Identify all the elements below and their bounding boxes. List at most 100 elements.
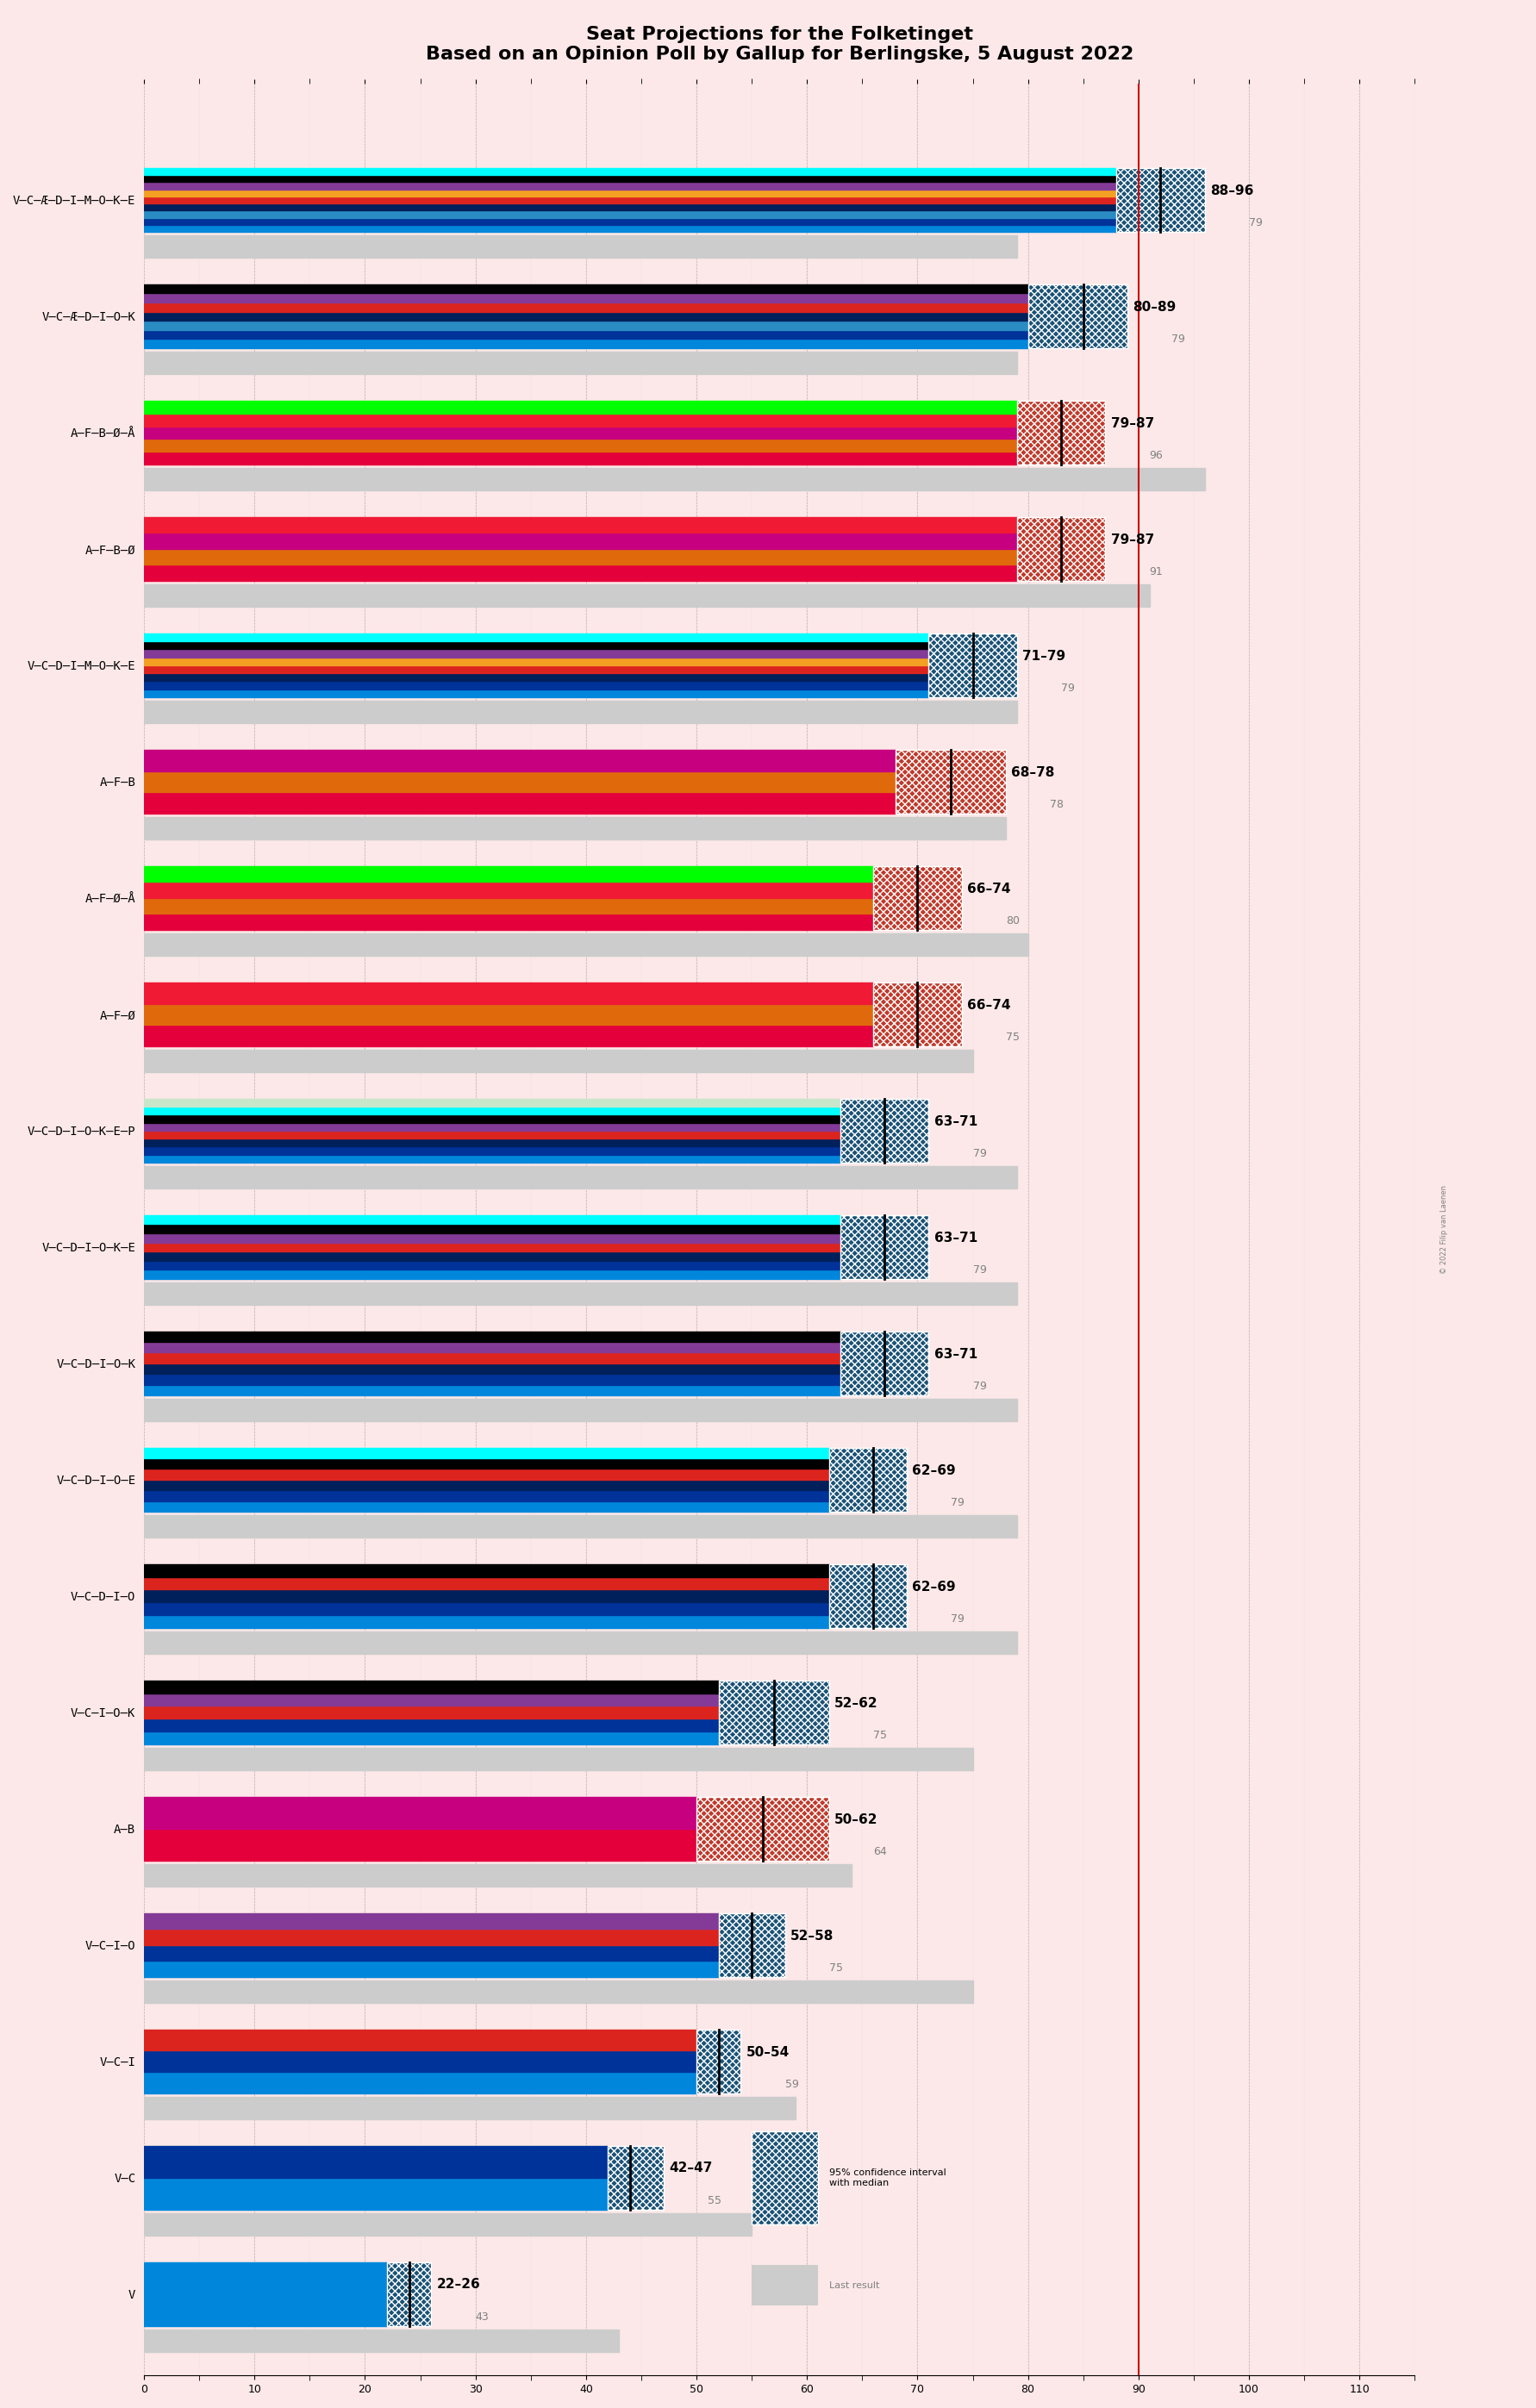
Bar <box>144 1122 840 1132</box>
Bar <box>144 467 1204 491</box>
Text: 66–74: 66–74 <box>968 999 1011 1011</box>
Bar <box>144 224 1117 231</box>
Text: Last result: Last result <box>829 2283 880 2290</box>
Bar <box>144 915 874 929</box>
Bar <box>144 2329 619 2353</box>
Bar <box>144 867 874 881</box>
Bar <box>144 1146 840 1156</box>
Bar <box>840 1216 929 1279</box>
Bar <box>144 453 1017 465</box>
Bar <box>144 1399 1017 1421</box>
Bar <box>840 1332 929 1394</box>
Bar <box>719 1912 785 1977</box>
Bar <box>144 303 1028 311</box>
Text: 79–87: 79–87 <box>1111 532 1154 547</box>
Title: Seat Projections for the Folketinget
Based on an Opinion Poll by Gallup for Berl: Seat Projections for the Folketinget Bas… <box>425 26 1134 63</box>
Text: 43: 43 <box>476 2312 488 2324</box>
Bar <box>144 1601 829 1616</box>
Bar <box>144 1385 840 1394</box>
Bar <box>144 2146 608 2177</box>
Bar <box>144 657 929 665</box>
Bar <box>144 438 1017 453</box>
Bar <box>144 2097 796 2119</box>
Bar <box>144 236 1017 258</box>
Bar <box>144 1262 840 1269</box>
Bar <box>144 1960 719 1977</box>
Bar <box>144 982 874 1004</box>
Bar <box>144 566 1017 580</box>
Text: 55: 55 <box>708 2196 722 2206</box>
Bar <box>144 294 1028 303</box>
Bar <box>144 674 929 681</box>
Bar <box>144 749 895 771</box>
Text: 80–89: 80–89 <box>1134 301 1177 313</box>
Bar <box>144 1108 840 1115</box>
Bar <box>144 1233 840 1243</box>
Text: 88–96: 88–96 <box>1210 183 1253 197</box>
Text: 52–58: 52–58 <box>791 1929 834 1943</box>
Text: 79: 79 <box>951 1498 965 1507</box>
Bar <box>144 1447 829 1459</box>
Bar <box>144 1223 840 1233</box>
Bar <box>144 549 1017 566</box>
Text: 78: 78 <box>1051 799 1064 811</box>
Bar <box>144 400 1017 414</box>
Bar <box>144 1165 1017 1190</box>
Text: 63–71: 63–71 <box>934 1230 977 1245</box>
Bar <box>144 771 895 792</box>
Bar <box>144 426 1017 438</box>
Bar <box>144 352 1017 373</box>
Bar <box>144 1459 829 1469</box>
Bar <box>144 340 1028 349</box>
Bar <box>719 1681 829 1743</box>
Bar <box>751 2266 819 2307</box>
Bar <box>144 1748 972 1770</box>
Bar <box>144 1589 829 1601</box>
Text: 79: 79 <box>1061 684 1075 694</box>
Bar <box>144 1946 719 1960</box>
Bar <box>144 816 1006 840</box>
Bar <box>144 176 1117 183</box>
Bar <box>144 650 929 657</box>
Text: 42–47: 42–47 <box>668 2162 713 2174</box>
Bar <box>144 1115 840 1122</box>
Bar <box>144 1515 1017 1539</box>
Bar <box>1117 169 1204 231</box>
Text: 62–69: 62–69 <box>912 1464 955 1476</box>
Text: 79–87: 79–87 <box>1111 417 1154 429</box>
Bar <box>144 169 1117 176</box>
Bar <box>144 1252 840 1262</box>
Bar <box>144 2261 387 2326</box>
Bar <box>144 1216 840 1223</box>
Bar <box>144 1332 840 1341</box>
Bar <box>144 1375 840 1385</box>
Bar <box>144 330 1028 340</box>
Bar <box>144 681 929 689</box>
Bar <box>144 197 1117 202</box>
Bar <box>144 1864 851 1885</box>
Bar <box>1017 518 1106 580</box>
Bar <box>144 202 1117 209</box>
Bar <box>144 532 1017 549</box>
Bar <box>144 311 1028 320</box>
Bar <box>1028 284 1127 349</box>
Bar <box>144 1469 829 1479</box>
Text: 75: 75 <box>829 1963 843 1975</box>
Text: 75: 75 <box>874 1729 888 1741</box>
Bar <box>144 2213 751 2235</box>
Bar <box>144 689 929 698</box>
Bar <box>144 1156 840 1163</box>
Bar <box>144 320 1028 330</box>
Bar <box>1017 400 1106 465</box>
Bar <box>874 982 962 1047</box>
Text: © 2022 Filip van Laenen: © 2022 Filip van Laenen <box>1441 1185 1448 1274</box>
Bar <box>696 2030 740 2093</box>
Bar <box>144 217 1117 224</box>
Text: 79: 79 <box>1249 217 1263 229</box>
Bar <box>144 1565 829 1577</box>
Text: 79: 79 <box>951 1613 965 1625</box>
Bar <box>144 1912 719 1929</box>
Text: 59: 59 <box>785 2078 799 2090</box>
Bar <box>144 585 1149 607</box>
Bar <box>144 792 895 814</box>
